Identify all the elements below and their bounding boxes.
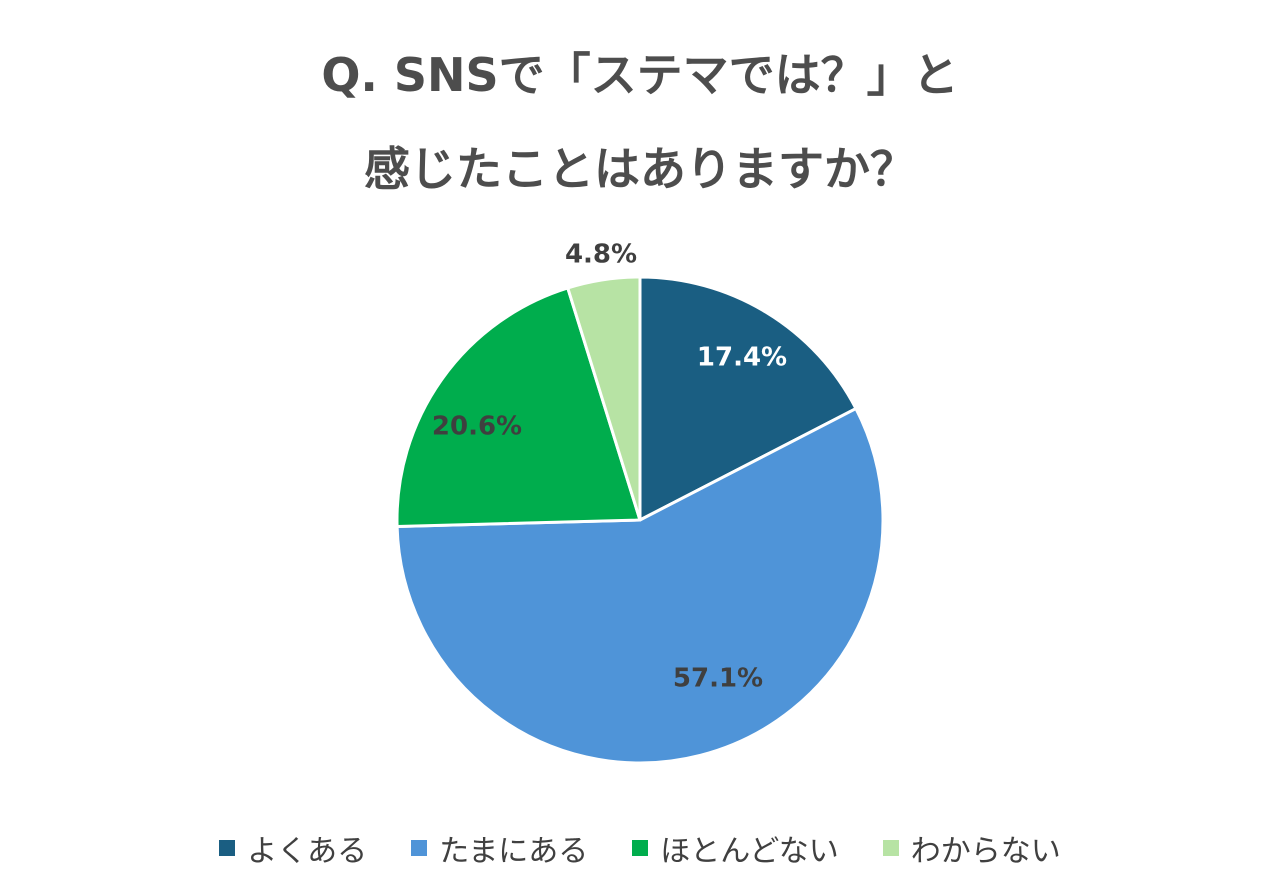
legend-item-yoku-aru: よくある — [219, 826, 367, 870]
data-label-hotondo-nai: 20.6% — [432, 412, 522, 442]
pie-slice-wakaranai — [566, 275, 642, 522]
legend-item-tama-ni-aru: たまにある — [411, 826, 588, 870]
legend-label: ほとんどない — [660, 834, 839, 869]
legend: よくある たまにある ほとんどない わからない — [0, 826, 1280, 870]
legend-label: よくある — [247, 834, 368, 869]
legend-label: わからない — [910, 834, 1061, 869]
legend-swatch — [632, 840, 649, 856]
legend-swatch — [882, 840, 899, 856]
legend-label: たまにある — [439, 834, 589, 869]
data-label-yoku-aru: 17.4% — [697, 343, 787, 373]
pie-slice-yoku-aru — [638, 275, 858, 522]
legend-swatch — [219, 840, 236, 856]
pie-slice-hotondo-nai — [395, 286, 642, 528]
chart-title: Q. SNSで「ステマでは？」と 感じたことはありますか？ — [0, 28, 1280, 216]
chart-title-line-1: Q. SNSで「ステマでは？」と — [321, 48, 959, 102]
data-label-wakaranai: 4.8% — [565, 240, 637, 270]
chart-title-line-2: 感じたことはありますか？ — [364, 142, 916, 196]
legend-item-hotondo-nai: ほとんどない — [632, 826, 839, 870]
legend-item-wakaranai: わからない — [882, 826, 1061, 870]
data-label-tama-ni-aru: 57.1% — [673, 664, 763, 694]
pie-slice-tama-ni-aru — [395, 407, 885, 765]
legend-swatch — [411, 840, 428, 856]
